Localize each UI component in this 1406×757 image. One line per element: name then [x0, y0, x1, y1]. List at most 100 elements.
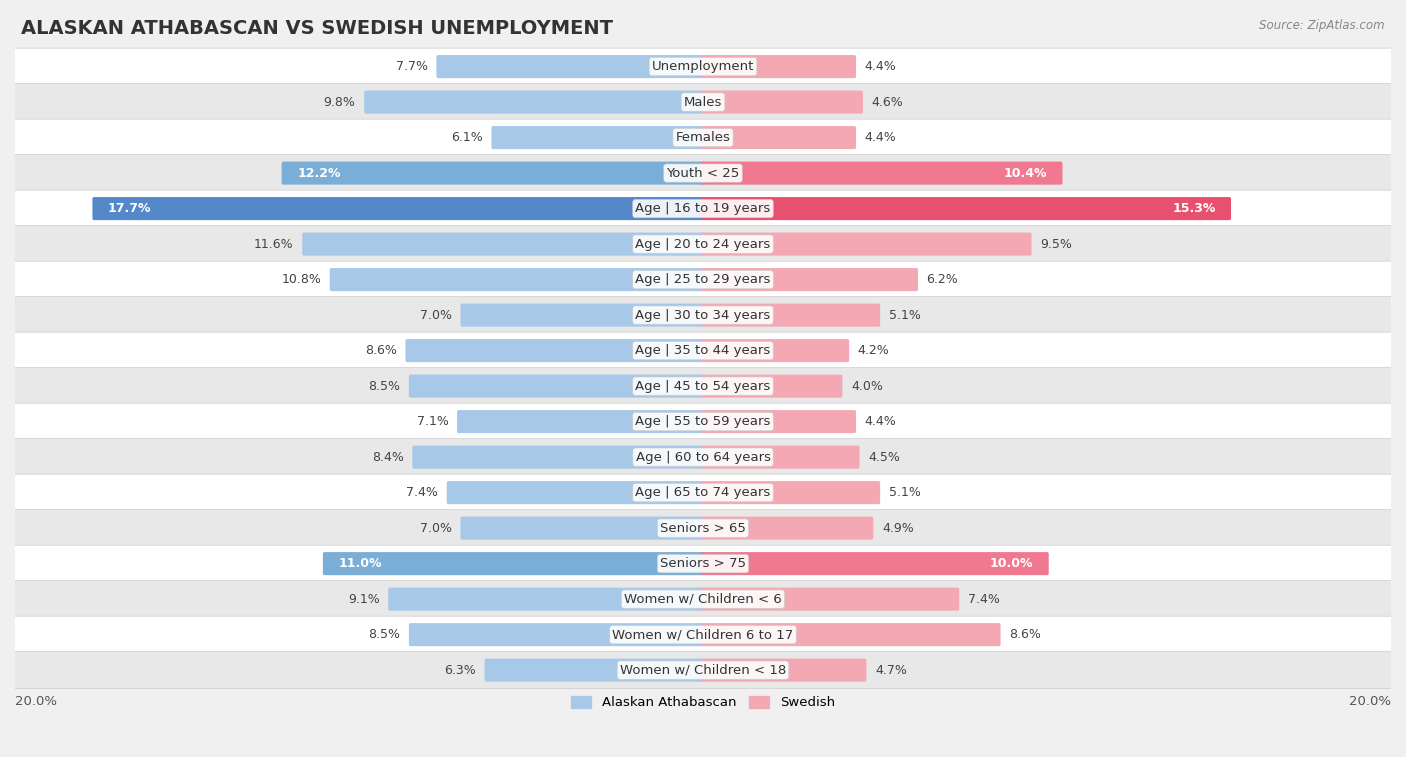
Text: 8.6%: 8.6%: [366, 344, 396, 357]
FancyBboxPatch shape: [702, 91, 863, 114]
FancyBboxPatch shape: [323, 552, 704, 575]
Text: 4.4%: 4.4%: [865, 60, 897, 73]
Text: 10.4%: 10.4%: [1004, 167, 1047, 179]
Text: 7.4%: 7.4%: [406, 486, 439, 499]
Text: 17.7%: 17.7%: [108, 202, 152, 215]
Text: 7.4%: 7.4%: [967, 593, 1000, 606]
FancyBboxPatch shape: [702, 587, 959, 611]
Text: Seniors > 75: Seniors > 75: [659, 557, 747, 570]
FancyBboxPatch shape: [702, 126, 856, 149]
Text: Age | 45 to 54 years: Age | 45 to 54 years: [636, 379, 770, 393]
Text: Age | 25 to 29 years: Age | 25 to 29 years: [636, 273, 770, 286]
Text: 4.9%: 4.9%: [882, 522, 914, 534]
FancyBboxPatch shape: [11, 368, 1395, 404]
Text: Women w/ Children < 6: Women w/ Children < 6: [624, 593, 782, 606]
FancyBboxPatch shape: [388, 587, 704, 611]
FancyBboxPatch shape: [492, 126, 704, 149]
Text: Age | 30 to 34 years: Age | 30 to 34 years: [636, 309, 770, 322]
FancyBboxPatch shape: [409, 623, 704, 646]
FancyBboxPatch shape: [702, 304, 880, 327]
FancyBboxPatch shape: [11, 154, 1395, 192]
FancyBboxPatch shape: [457, 410, 704, 433]
Text: Age | 20 to 24 years: Age | 20 to 24 years: [636, 238, 770, 251]
FancyBboxPatch shape: [702, 161, 1063, 185]
Text: 7.1%: 7.1%: [416, 415, 449, 428]
Text: 7.7%: 7.7%: [396, 60, 427, 73]
FancyBboxPatch shape: [702, 446, 859, 469]
FancyBboxPatch shape: [11, 226, 1395, 263]
FancyBboxPatch shape: [412, 446, 704, 469]
FancyBboxPatch shape: [702, 339, 849, 362]
Text: 20.0%: 20.0%: [1348, 695, 1391, 708]
Text: 6.2%: 6.2%: [927, 273, 959, 286]
FancyBboxPatch shape: [11, 190, 1395, 227]
Text: 4.4%: 4.4%: [865, 415, 897, 428]
Text: Unemployment: Unemployment: [652, 60, 754, 73]
FancyBboxPatch shape: [11, 616, 1395, 653]
Text: 9.8%: 9.8%: [323, 95, 356, 108]
Text: Females: Females: [675, 131, 731, 144]
Text: 4.5%: 4.5%: [868, 450, 900, 463]
Text: Women w/ Children < 18: Women w/ Children < 18: [620, 664, 786, 677]
Text: 7.0%: 7.0%: [420, 522, 451, 534]
FancyBboxPatch shape: [436, 55, 704, 78]
Text: 10.0%: 10.0%: [990, 557, 1033, 570]
FancyBboxPatch shape: [702, 552, 1049, 575]
Text: Age | 35 to 44 years: Age | 35 to 44 years: [636, 344, 770, 357]
Text: Seniors > 65: Seniors > 65: [659, 522, 747, 534]
Text: 4.7%: 4.7%: [875, 664, 907, 677]
FancyBboxPatch shape: [461, 516, 704, 540]
Text: 4.4%: 4.4%: [865, 131, 897, 144]
FancyBboxPatch shape: [281, 161, 704, 185]
FancyBboxPatch shape: [409, 375, 704, 397]
Text: 8.6%: 8.6%: [1010, 628, 1040, 641]
FancyBboxPatch shape: [11, 48, 1395, 85]
Text: 4.0%: 4.0%: [851, 379, 883, 393]
FancyBboxPatch shape: [702, 481, 880, 504]
Text: Youth < 25: Youth < 25: [666, 167, 740, 179]
FancyBboxPatch shape: [702, 659, 866, 682]
Text: 15.3%: 15.3%: [1173, 202, 1216, 215]
Text: Women w/ Children 6 to 17: Women w/ Children 6 to 17: [613, 628, 793, 641]
FancyBboxPatch shape: [93, 197, 704, 220]
Text: 8.5%: 8.5%: [368, 628, 401, 641]
Text: 8.4%: 8.4%: [371, 450, 404, 463]
Text: 5.1%: 5.1%: [889, 309, 921, 322]
FancyBboxPatch shape: [364, 91, 704, 114]
FancyBboxPatch shape: [11, 474, 1395, 511]
Text: 6.1%: 6.1%: [451, 131, 482, 144]
Text: 6.3%: 6.3%: [444, 664, 477, 677]
Text: ALASKAN ATHABASCAN VS SWEDISH UNEMPLOYMENT: ALASKAN ATHABASCAN VS SWEDISH UNEMPLOYME…: [21, 19, 613, 38]
FancyBboxPatch shape: [11, 545, 1395, 582]
FancyBboxPatch shape: [447, 481, 704, 504]
Text: 5.1%: 5.1%: [889, 486, 921, 499]
FancyBboxPatch shape: [461, 304, 704, 327]
Text: 4.2%: 4.2%: [858, 344, 890, 357]
FancyBboxPatch shape: [405, 339, 704, 362]
FancyBboxPatch shape: [11, 403, 1395, 440]
FancyBboxPatch shape: [11, 581, 1395, 618]
FancyBboxPatch shape: [702, 197, 1232, 220]
FancyBboxPatch shape: [702, 516, 873, 540]
Text: 20.0%: 20.0%: [15, 695, 58, 708]
Text: Age | 16 to 19 years: Age | 16 to 19 years: [636, 202, 770, 215]
FancyBboxPatch shape: [11, 332, 1395, 369]
Text: Age | 60 to 64 years: Age | 60 to 64 years: [636, 450, 770, 463]
Text: 11.6%: 11.6%: [254, 238, 294, 251]
FancyBboxPatch shape: [485, 659, 704, 682]
FancyBboxPatch shape: [702, 232, 1032, 256]
Text: 7.0%: 7.0%: [420, 309, 451, 322]
Text: Age | 65 to 74 years: Age | 65 to 74 years: [636, 486, 770, 499]
FancyBboxPatch shape: [11, 261, 1395, 298]
Legend: Alaskan Athabascan, Swedish: Alaskan Athabascan, Swedish: [567, 690, 839, 715]
FancyBboxPatch shape: [11, 119, 1395, 156]
FancyBboxPatch shape: [11, 438, 1395, 475]
Text: Males: Males: [683, 95, 723, 108]
FancyBboxPatch shape: [302, 232, 704, 256]
FancyBboxPatch shape: [11, 509, 1395, 547]
FancyBboxPatch shape: [702, 410, 856, 433]
FancyBboxPatch shape: [702, 623, 1001, 646]
Text: 10.8%: 10.8%: [281, 273, 321, 286]
Text: 9.5%: 9.5%: [1040, 238, 1071, 251]
Text: 11.0%: 11.0%: [339, 557, 382, 570]
